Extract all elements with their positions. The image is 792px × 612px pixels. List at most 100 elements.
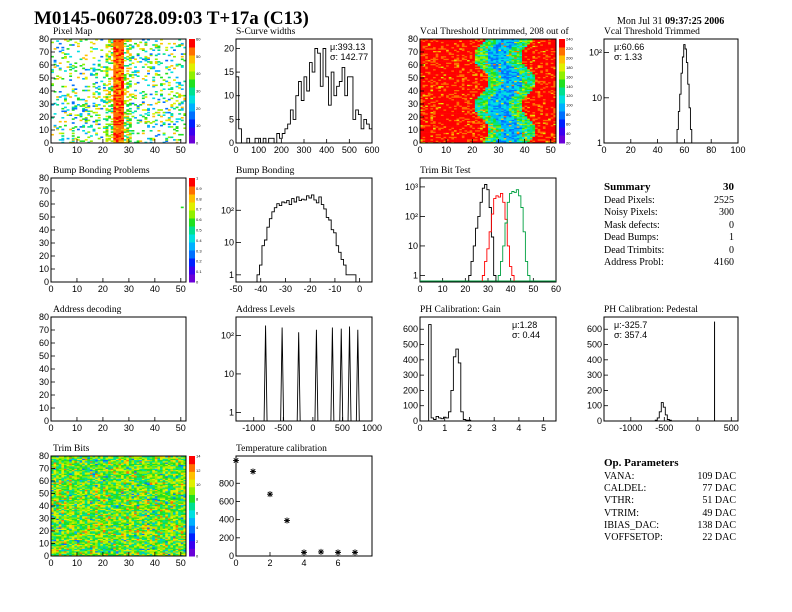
heatmap-cell <box>480 131 484 133</box>
heatmap-cell <box>420 41 423 44</box>
heatmap-cell <box>495 100 499 102</box>
heatmap-cell <box>435 133 439 136</box>
heatmap-cell <box>503 110 507 113</box>
heatmap-cell <box>454 63 457 66</box>
heatmap-cell <box>433 41 436 44</box>
heatmap-cell <box>425 124 429 127</box>
heatmap-cell <box>474 75 478 77</box>
heatmap-cell <box>464 115 468 118</box>
heatmap-cell <box>529 84 533 87</box>
heatmap-cell <box>490 120 494 123</box>
heatmap-cell <box>425 61 429 63</box>
heatmap-cell <box>480 75 484 77</box>
heatmap-cell <box>427 91 431 93</box>
heatmap-cell <box>480 68 484 71</box>
heatmap-cell <box>493 58 497 61</box>
heatmap-cell <box>519 83 523 85</box>
heatmap-cell <box>464 62 468 64</box>
heatmap-cell <box>167 117 171 119</box>
heatmap-cell <box>427 140 431 142</box>
heatmap-cell <box>433 42 436 45</box>
heatmap-cell <box>108 40 112 42</box>
heatmap-cell <box>87 131 91 133</box>
heatmap-cell <box>459 45 463 48</box>
heatmap-cell <box>451 98 455 101</box>
heatmap-cell <box>113 137 117 140</box>
heatmap-cell <box>506 101 510 103</box>
heatmap-cell <box>485 120 489 123</box>
heatmap-cell <box>115 96 119 98</box>
heatmap-cell <box>464 128 468 131</box>
heatmap-cell <box>474 139 478 141</box>
heatmap-cell <box>126 119 130 122</box>
heatmap-cell <box>118 49 122 51</box>
heatmap-cell <box>115 65 119 67</box>
heatmap-cell <box>537 107 541 110</box>
heatmap-cell <box>427 133 431 136</box>
heatmap-cell <box>477 84 481 87</box>
heatmap-cell <box>469 67 473 70</box>
heatmap-cell <box>84 100 88 102</box>
heatmap-cell <box>115 117 119 119</box>
heatmap-cell <box>118 128 122 131</box>
heatmap-cell <box>477 70 481 72</box>
heatmap-cell <box>108 109 112 111</box>
heatmap-cell <box>92 63 96 66</box>
heatmap-cell <box>514 75 518 77</box>
heatmap-cell <box>433 123 436 126</box>
heatmap-cell <box>488 63 491 66</box>
heatmap-cell <box>464 120 468 123</box>
heatmap-cell <box>131 115 135 118</box>
heatmap-cell <box>69 39 73 41</box>
heatmap-cell <box>420 53 423 55</box>
heatmap-cell <box>469 48 473 50</box>
heatmap-cell <box>128 94 132 97</box>
heatmap-cell <box>535 97 538 100</box>
heatmap-cell <box>446 78 450 80</box>
heatmap-cell <box>456 89 460 92</box>
heatmap-cell <box>516 127 520 129</box>
heatmap-cell <box>537 130 541 132</box>
y-tick-label: 80 <box>39 34 49 44</box>
heatmap-cell <box>459 135 463 137</box>
heatmap-cell <box>126 139 130 141</box>
heatmap-cell <box>477 59 481 62</box>
heatmap-cell <box>498 66 502 68</box>
heatmap-cell <box>63 98 67 101</box>
heatmap-cell <box>516 61 520 63</box>
heatmap-cell <box>522 100 525 102</box>
heatmap-cell <box>522 120 525 123</box>
heatmap-cell <box>522 39 525 41</box>
heatmap-cell <box>443 68 447 71</box>
heatmap-cell <box>425 71 429 74</box>
heatmap-cell <box>443 98 447 101</box>
heatmap-cell <box>482 104 486 106</box>
heatmap-cell <box>493 70 497 72</box>
heatmap-cell <box>448 48 452 50</box>
heatmap-cell <box>459 106 463 109</box>
heatmap-cell <box>529 83 533 85</box>
heatmap-cell <box>469 74 473 76</box>
heatmap-cell <box>438 61 442 63</box>
heatmap-cell <box>498 71 502 74</box>
heatmap-cell <box>82 140 86 142</box>
heatmap-cell <box>519 120 523 123</box>
heatmap-cell <box>108 98 112 101</box>
heatmap-cell <box>469 63 473 66</box>
heatmap-cell <box>154 74 158 76</box>
heatmap-cell <box>165 139 169 141</box>
heatmap-cell <box>540 79 544 81</box>
heatmap-cell <box>529 48 533 50</box>
heatmap-cell <box>427 50 431 53</box>
heatmap-cell <box>522 85 525 88</box>
heatmap-cell <box>519 106 523 109</box>
heatmap-cell <box>427 115 431 118</box>
heatmap-cell <box>493 74 497 76</box>
heatmap-cell <box>482 39 486 41</box>
heatmap-cell <box>524 136 528 139</box>
heatmap-cell <box>501 100 504 102</box>
heatmap-cell <box>482 48 486 50</box>
heatmap-cell <box>508 54 512 57</box>
heatmap-cell <box>443 54 447 57</box>
heatmap-cell <box>105 55 109 58</box>
